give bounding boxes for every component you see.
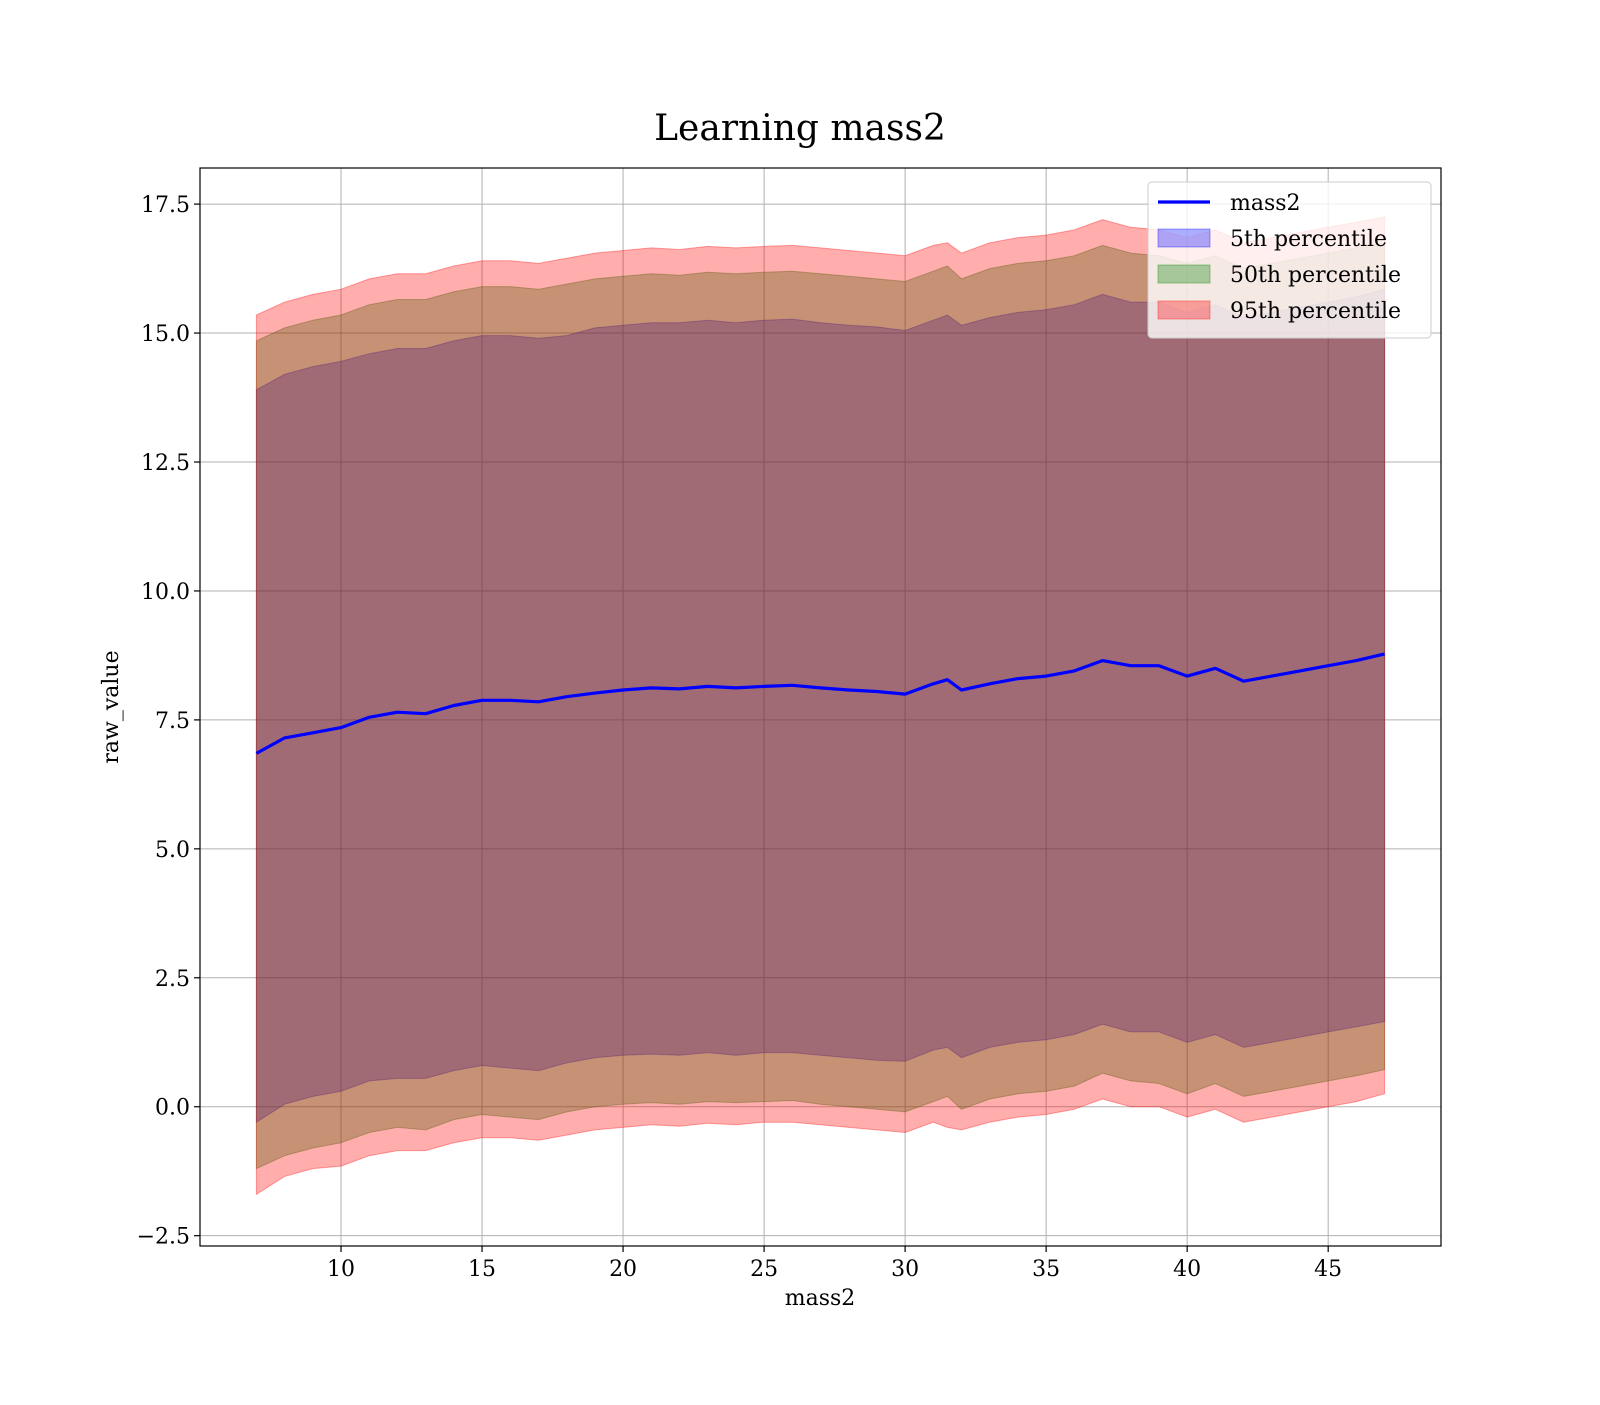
- y-tick-label: 15.0: [141, 322, 190, 347]
- x-axis-ticks: 10 15 20 25 30 35 40 45: [327, 1246, 1342, 1282]
- y-axis-label: raw_value: [99, 650, 124, 763]
- x-tick-label: 45: [1314, 1257, 1342, 1282]
- x-tick-label: 20: [609, 1257, 637, 1282]
- legend-box: [1147, 181, 1432, 339]
- y-tick-label: 2.5: [155, 967, 190, 992]
- legend-swatch-band: [1157, 300, 1211, 320]
- band-series-0: [255, 288, 1386, 1124]
- plot-frame: [199, 167, 1442, 1247]
- x-tick-label: 35: [1032, 1257, 1060, 1282]
- line-series-0: [255, 652, 1385, 755]
- x-tick-label: 30: [891, 1257, 919, 1282]
- x-tick-label: 15: [468, 1257, 496, 1282]
- y-tick-label: 17.5: [141, 193, 190, 218]
- legend-label: 5th percentile: [1230, 227, 1387, 252]
- legend-label: mass2: [1230, 191, 1301, 216]
- band-series-1: [255, 242, 1386, 1170]
- legend-label: 95th percentile: [1230, 299, 1401, 324]
- x-tick-label: 40: [1173, 1257, 1201, 1282]
- bands: [255, 216, 1386, 1196]
- x-axis-label: mass2: [785, 1286, 856, 1311]
- y-tick-label: −2.5: [137, 1225, 190, 1250]
- y-tick-label: 7.5: [155, 709, 190, 734]
- grid: [200, 168, 1441, 1246]
- y-tick-label: 5.0: [155, 838, 190, 863]
- legend-swatch-band: [1157, 228, 1211, 248]
- chart-title: Learning mass2: [654, 108, 946, 149]
- y-axis-ticks: −2.5 0.0 2.5 5.0 7.5 10.0 12.5 15.0 17.5: [137, 193, 200, 1250]
- x-tick-label: 10: [327, 1257, 355, 1282]
- band-series-2: [255, 216, 1386, 1196]
- y-tick-label: 10.0: [141, 580, 190, 605]
- y-tick-label: 12.5: [141, 451, 190, 476]
- legend-swatch-band: [1157, 264, 1211, 284]
- legend: mass2 5th percentile 50th percentile 95th p…: [1147, 181, 1432, 339]
- y-tick-label: 0.0: [155, 1096, 190, 1121]
- x-tick-label: 25: [750, 1257, 778, 1282]
- legend-label: 50th percentile: [1230, 263, 1401, 288]
- lines: [255, 652, 1385, 755]
